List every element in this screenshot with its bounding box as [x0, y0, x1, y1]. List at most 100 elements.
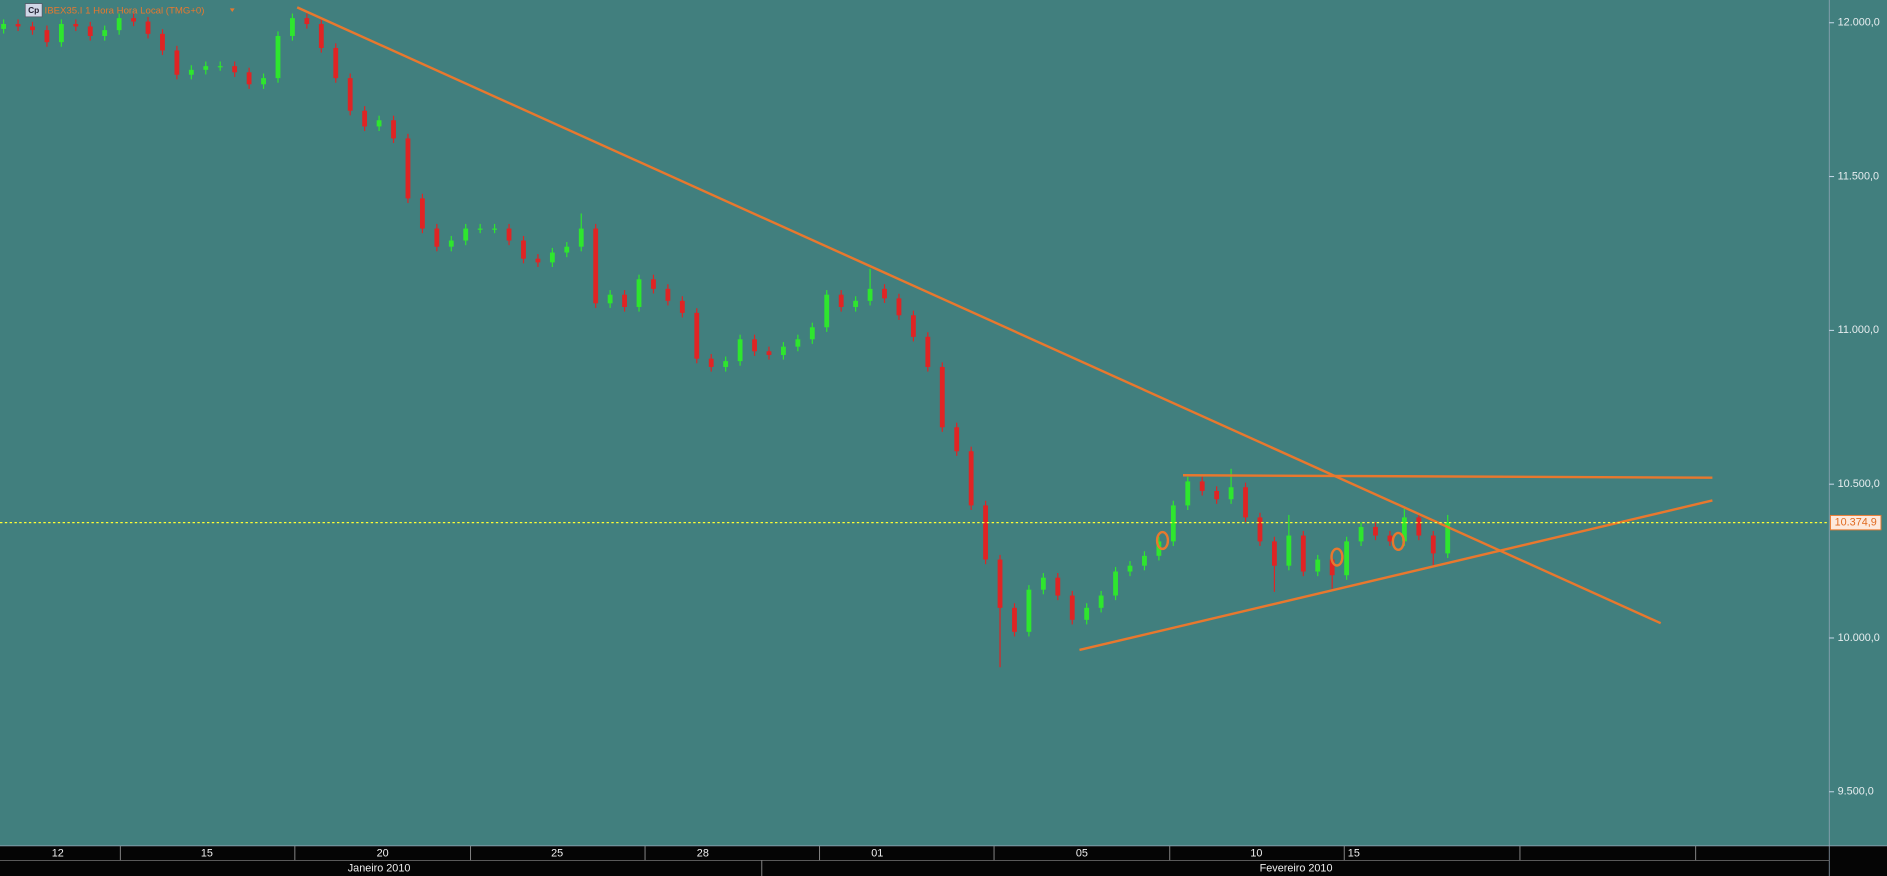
candle-body: [694, 312, 700, 359]
candle-body: [896, 298, 902, 316]
candle-body: [593, 228, 599, 304]
candle-body: [448, 240, 454, 247]
candle-body: [44, 30, 50, 43]
icon-label: Cp: [28, 5, 39, 15]
candle-body: [795, 339, 801, 347]
candle-body: [1243, 487, 1248, 518]
candle-body: [116, 18, 122, 31]
candle-body: [752, 339, 757, 352]
candle-body: [853, 300, 859, 307]
candle-body: [275, 35, 281, 79]
candle-body: [1142, 555, 1147, 566]
candle-body: [968, 451, 974, 506]
chart-icon[interactable]: [24, 3, 43, 18]
candle-body: [160, 33, 165, 51]
price-label: 10.374,9: [1835, 517, 1877, 529]
candle-body: [535, 258, 541, 263]
candle-body: [405, 138, 411, 199]
y-tick-label: 10.000,0: [1838, 632, 1880, 644]
candle-body: [1199, 481, 1205, 491]
candle-body: [549, 252, 555, 263]
y-tick-label: 10.500,0: [1838, 478, 1880, 490]
candle-body: [636, 279, 642, 307]
candle-body: [73, 23, 79, 27]
candle-body: [1300, 535, 1306, 572]
candle-body: [578, 228, 584, 247]
candle-body: [1344, 541, 1350, 576]
candle-body: [1069, 595, 1075, 620]
candle-body: [1329, 559, 1335, 576]
candle-body: [362, 110, 368, 127]
candle-body: [665, 288, 671, 301]
candle-body: [564, 246, 570, 253]
y-tick-label: 9.500,0: [1838, 786, 1874, 798]
candle-body: [1185, 481, 1191, 506]
candle-body: [882, 288, 887, 299]
candle-body: [925, 336, 931, 367]
candle-body: [203, 66, 209, 70]
candle-body: [1416, 517, 1422, 536]
x-tick-label: 15: [201, 848, 213, 860]
y-tick-label: 11.500,0: [1838, 170, 1879, 182]
highlight-marker: [1330, 547, 1344, 567]
candle-body: [1445, 522, 1451, 554]
trend-line: [296, 6, 1662, 625]
candle-body: [1272, 541, 1277, 566]
candle-body: [131, 18, 136, 22]
candle-body: [318, 23, 324, 48]
candle-body: [58, 23, 64, 43]
x-tick-label: 12: [52, 848, 64, 860]
candle-body: [246, 72, 252, 85]
candle-body: [376, 120, 382, 127]
candle-body: [1170, 505, 1176, 542]
x-tick-label: 28: [697, 848, 709, 860]
candle-body: [824, 294, 830, 328]
candle-body: [679, 300, 685, 313]
candle-body: [939, 366, 945, 428]
candle-body: [492, 228, 498, 230]
candle-body: [145, 21, 151, 34]
candle-body: [1286, 535, 1292, 566]
candle-body: [188, 69, 194, 75]
time-axis-strip: [0, 845, 1887, 876]
candle-body: [838, 294, 844, 307]
candle-body: [521, 240, 526, 259]
candle-body: [1127, 565, 1133, 572]
candle-body: [463, 228, 469, 241]
x-tick-label: 10: [1250, 848, 1262, 860]
day-separators: [119, 845, 1697, 876]
candle-body: [1012, 607, 1017, 632]
title-dropdown[interactable]: [229, 8, 235, 13]
trend-line: [1079, 499, 1713, 652]
price-label-box: [1829, 514, 1882, 531]
candle-body: [102, 30, 108, 36]
candle-body: [506, 228, 512, 241]
candle-body: [434, 228, 440, 247]
highlight-marker: [1391, 531, 1405, 552]
candle-body: [708, 358, 714, 367]
candle-body: [1055, 577, 1061, 596]
candle-body: [1040, 577, 1046, 590]
candle-body: [232, 66, 238, 73]
candle-body: [910, 315, 916, 337]
candle-body: [1156, 541, 1162, 556]
candle-body: [997, 559, 1003, 608]
candle-body: [983, 505, 989, 560]
x-tick-label: 01: [871, 848, 883, 860]
candle-body: [347, 78, 353, 111]
candle-body: [1026, 589, 1032, 632]
candle-body: [1, 23, 7, 29]
candle-body: [1098, 595, 1104, 608]
candle-body: [1214, 490, 1220, 500]
chart-title[interactable]: IBEX35.I 1 Hora Hora Local (TMG+0): [45, 5, 205, 16]
candle-body: [809, 327, 815, 340]
candle-body: [766, 351, 772, 355]
candle-body: [723, 361, 729, 367]
x-tick-label: 15: [1348, 848, 1360, 860]
month-label: Fevereiro 2010: [1260, 863, 1333, 875]
candle-body: [1084, 607, 1090, 620]
candle-body: [1401, 517, 1407, 542]
y-tick-label: 12.000,0: [1838, 17, 1880, 29]
candle-body: [477, 228, 483, 230]
candle-body: [333, 47, 339, 79]
